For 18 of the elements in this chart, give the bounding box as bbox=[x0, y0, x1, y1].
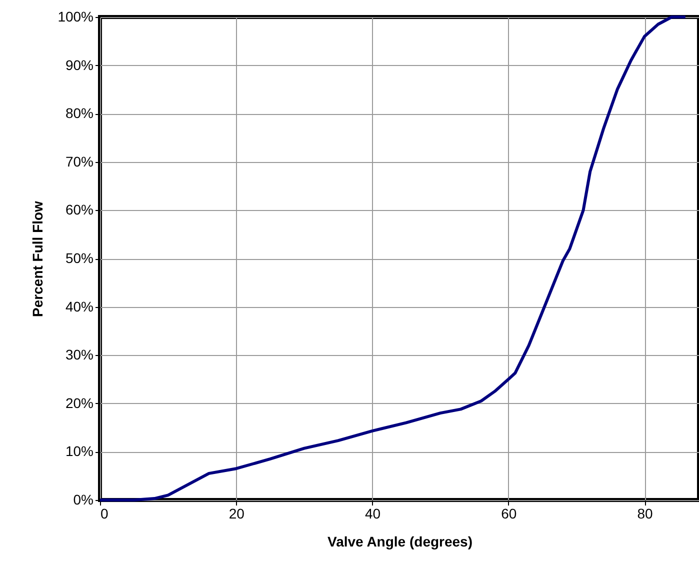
y-tick-label: 20% bbox=[65, 394, 94, 411]
x-tick-label: 20 bbox=[228, 506, 245, 522]
y-tick-label: 80% bbox=[65, 105, 94, 122]
y-tick-label: 50% bbox=[65, 250, 94, 266]
y-tick-label: 100% bbox=[58, 8, 94, 24]
y-tick-label: 30% bbox=[65, 346, 94, 363]
y-tick-label: 40% bbox=[65, 298, 94, 314]
y-axis-title: Percent Full Flow bbox=[30, 200, 46, 317]
x-axis-title: Valve Angle (degrees) bbox=[328, 534, 472, 550]
y-tick-label: 60% bbox=[65, 202, 94, 218]
y-tick-label: 70% bbox=[65, 153, 94, 170]
y-tick-label: 10% bbox=[65, 443, 94, 460]
x-tick-label: 80 bbox=[637, 506, 654, 522]
x-tick-label: 0 bbox=[100, 506, 108, 522]
x-tick-label: 60 bbox=[501, 506, 517, 522]
y-tick-label: 0% bbox=[73, 492, 94, 508]
x-tick-label: 40 bbox=[364, 506, 381, 522]
y-tick-label: 90% bbox=[65, 56, 94, 73]
